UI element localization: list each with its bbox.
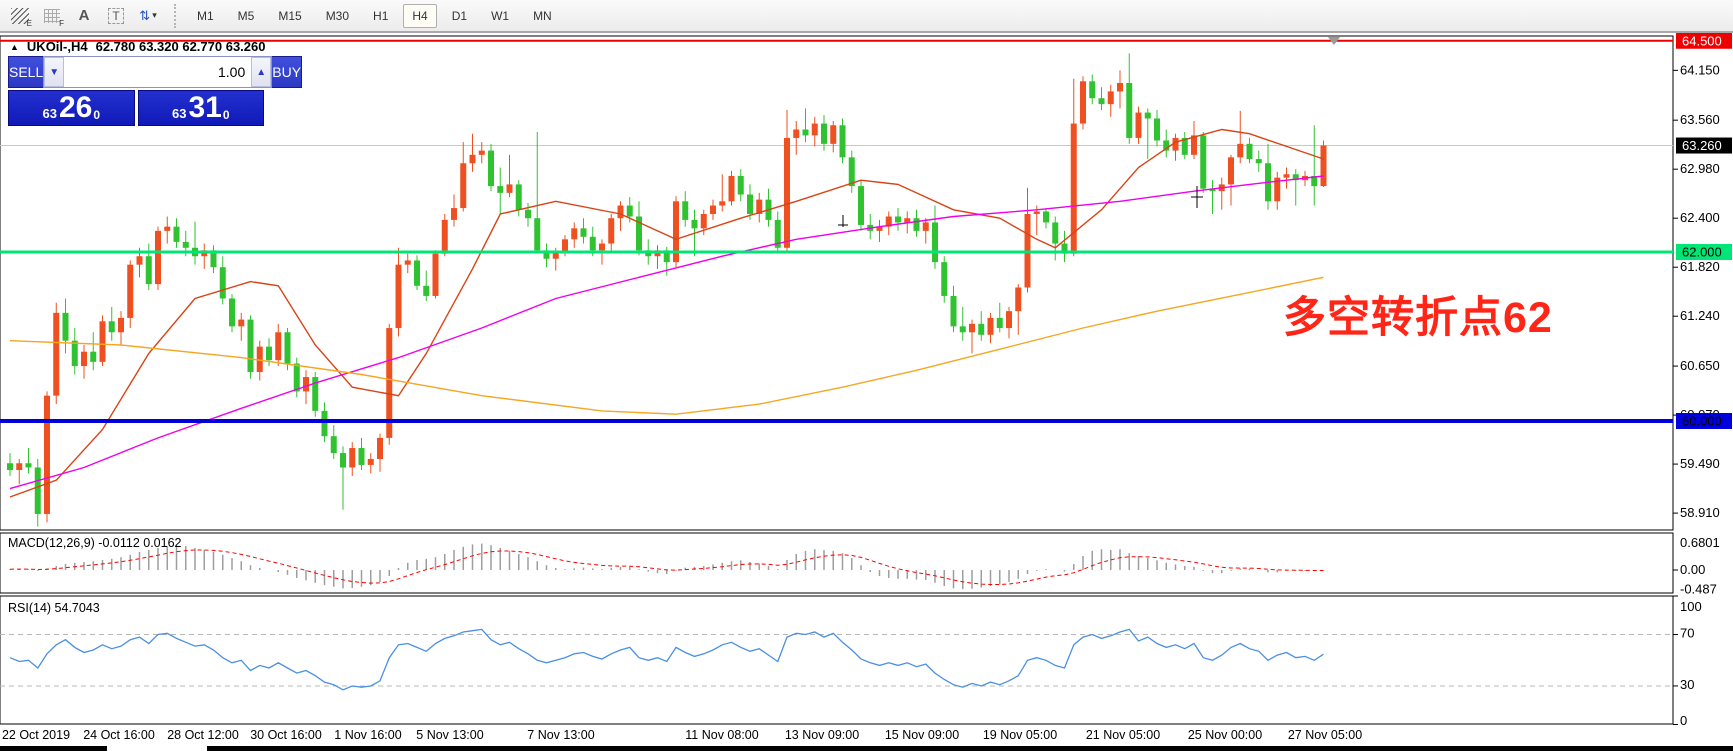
timeframe-button-mn[interactable]: MN [533,8,552,23]
svg-text:64.500: 64.500 [1682,33,1722,48]
toolbar-separator [174,3,176,28]
ma-slow-orange [9,276,1324,415]
ma-mid-magenta [9,175,1324,490]
rsi-panel: RSI(14) 54.7043 100 70 30 0 [0,595,1702,728]
svg-text:7 Nov 13:00: 7 Nov 13:00 [527,728,594,742]
svg-text:62.000: 62.000 [1682,245,1722,260]
svg-text:0.6801: 0.6801 [1680,535,1720,550]
timeframe-button-d1[interactable]: D1 [451,8,468,23]
bottom-window-edge [0,746,1733,751]
svg-text:62.400: 62.400 [1680,210,1720,225]
svg-text:61.240: 61.240 [1680,308,1720,323]
svg-text:-0.487: -0.487 [1680,581,1717,596]
timeframe-button-w1[interactable]: W1 [491,8,510,23]
svg-text:28 Oct 12:00: 28 Oct 12:00 [167,728,239,742]
svg-text:61.820: 61.820 [1680,259,1720,274]
svg-text:5 Nov 13:00: 5 Nov 13:00 [416,728,483,742]
timeframe-button-m1[interactable]: M1 [197,8,214,23]
volume-increase-button[interactable]: ▲ [251,57,272,87]
chart-canvas[interactable]: 64.150 63.560 62.980 62.400 61.820 61.240 60.6… [0,33,1733,751]
svg-text:RSI(14) 54.7043: RSI(14) 54.7043 [8,601,100,615]
macd-panel: MACD(12,26,9) -0.0112 0.0162 0.6801 0.00 -0… [8,535,1720,597]
svg-text:19 Nov 05:00: 19 Nov 05:00 [983,728,1057,742]
grid-f-icon[interactable]: F [38,3,66,29]
panel-frame [0,532,1674,594]
sell-price-display[interactable]: 63 26 0 [8,90,135,126]
chart-text-annotation: 多空转折点62 [1283,294,1553,342]
svg-text:1 Nov 16:00: 1 Nov 16:00 [334,728,401,742]
svg-text:63.560: 63.560 [1680,112,1720,127]
svg-text:30 Oct 16:00: 30 Oct 16:00 [250,728,322,742]
timeframe-button-h4[interactable]: H4 [403,3,437,28]
rsi-line [9,628,1324,691]
ohlc-readout: 62.780 63.320 62.770 63.260 [95,39,266,54]
svg-text:59.490: 59.490 [1680,456,1720,471]
svg-text:25 Nov 00:00: 25 Nov 00:00 [1188,728,1262,742]
svg-text:MACD(12,26,9) -0.0112 0.0162: MACD(12,26,9) -0.0112 0.0162 [8,536,182,550]
buy-button[interactable]: BUY [272,56,303,88]
text-a-icon[interactable]: A [78,7,90,24]
textbox-t-icon[interactable]: T [102,3,130,29]
price-axis: 64.150 63.560 62.980 62.400 61.820 61.240 60.6… [1673,33,1732,520]
shift-marker-icon[interactable] [1328,37,1340,45]
volume-stepper: ▼ ▲ [43,56,273,88]
panel-frame [0,595,1674,725]
macd-signal-line [9,549,1324,585]
svg-text:58.910: 58.910 [1680,505,1720,520]
sell-button[interactable]: SELL [8,56,44,88]
hatch-lines-e-icon[interactable]: E [6,3,34,29]
buy-price-display[interactable]: 63 31 0 [137,90,264,126]
svg-text:60.000: 60.000 [1682,414,1722,429]
svg-text:62.980: 62.980 [1680,161,1720,176]
svg-text:60.650: 60.650 [1680,358,1720,373]
svg-text:30: 30 [1680,677,1694,692]
svg-text:100: 100 [1680,599,1702,614]
timeframe-button-h1[interactable]: H1 [373,8,389,23]
chart-title: ▲ UKOil-,H4 62.780 63.320 62.770 63.260 [10,39,265,54]
svg-text:13 Nov 09:00: 13 Nov 09:00 [785,728,859,742]
bottom-window-edge-gap [107,746,207,751]
svg-text:64.150: 64.150 [1680,62,1720,77]
svg-text:21 Nov 05:00: 21 Nov 05:00 [1086,728,1160,742]
timeframe-button-m30[interactable]: M30 [325,8,350,23]
svg-text:15 Nov 09:00: 15 Nov 09:00 [885,728,959,742]
chevron-down-icon[interactable]: ▾ [152,10,157,20]
svg-text:63.260: 63.260 [1682,138,1722,153]
svg-text:70: 70 [1680,626,1694,641]
svg-text:0: 0 [1680,713,1687,728]
ma-fast-red [9,128,1324,498]
cursor-arrows-icon[interactable]: ⇅ ▾ [139,7,157,23]
volume-input[interactable] [64,57,252,87]
timeframe-button-m15[interactable]: M15 [278,8,302,23]
date-axis: 22 Oct 2019 24 Oct 16:00 28 Oct 12:00 30 Oc… [2,728,1362,742]
toolbar: E F A T ⇅ ▾ M1 M5 M15 M30 H1 H4 D1 W1 MN [0,0,1733,33]
collapse-quote-icon[interactable]: ▲ [10,41,19,52]
svg-text:24 Oct 16:00: 24 Oct 16:00 [83,728,155,742]
svg-text:11 Nov 08:00: 11 Nov 08:00 [685,728,758,742]
volume-decrease-button[interactable]: ▼ [44,57,65,87]
symbol-name: UKOil-,H4 [26,39,88,54]
svg-text:27 Nov 05:00: 27 Nov 05:00 [1288,728,1362,742]
svg-text:0.00: 0.00 [1680,562,1705,577]
svg-text:22 Oct 2019: 22 Oct 2019 [2,728,70,742]
panel-frame [0,35,1674,531]
crosshair-marker [838,186,1203,227]
timeframe-bar: M1 M5 M15 M30 H1 H4 D1 W1 MN [188,3,561,28]
timeframe-button-m5[interactable]: M5 [237,8,255,23]
